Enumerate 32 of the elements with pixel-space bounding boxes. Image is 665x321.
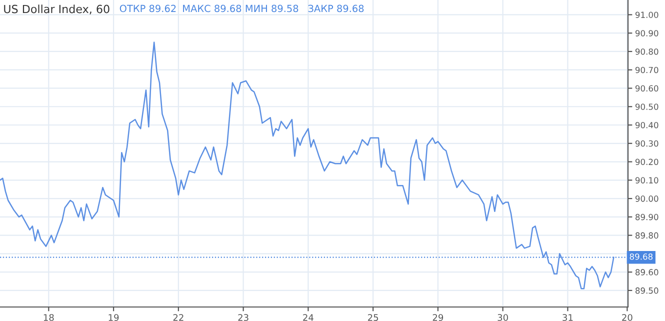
x-tick-label: 30 xyxy=(498,314,508,321)
y-tick-label: 89.60 xyxy=(636,269,658,276)
y-tick-label: 90.20 xyxy=(635,158,658,166)
x-tick-label: 18 xyxy=(44,314,54,321)
y-tick-label: 90.00 xyxy=(635,196,658,202)
x-tick-label: 29 xyxy=(432,314,444,321)
y-tick-label: 90.80 xyxy=(635,48,658,55)
chart-title: US Dollar Index, 60 xyxy=(4,4,110,14)
y-tick-label: 90.50 xyxy=(635,104,658,110)
y-tick-label: 91.00 xyxy=(635,12,658,18)
y-tick-label: 89.80 xyxy=(636,232,658,239)
y-tick-label: 90.30 xyxy=(635,140,658,147)
x-tick-label: 22 xyxy=(173,314,184,321)
ref-line-label: 89.68 xyxy=(630,253,653,260)
y-tick-label: 90.60 xyxy=(635,85,658,92)
y-tick-label: 90.10 xyxy=(635,177,658,184)
annotation: ЗАКР 89.68 xyxy=(308,4,364,12)
line-series xyxy=(0,42,614,290)
y-tick-label: 89.90 xyxy=(636,214,658,220)
x-tick-label: 31 xyxy=(562,314,573,321)
y-tick-label: 90.70 xyxy=(635,66,658,74)
x-tick-label: 19 xyxy=(108,314,119,321)
x-tick-label: 25 xyxy=(368,314,378,321)
x-tick-label: 24 xyxy=(303,314,314,321)
y-tick-label: 89.50 xyxy=(636,287,658,294)
annotation: МАКС 89.68 xyxy=(183,4,242,12)
y-tick-label: 90.40 xyxy=(635,122,658,128)
x-tick-label: 20 xyxy=(622,314,632,321)
annotation: МИН 89.58 xyxy=(246,4,298,12)
annotation: ОТКР 89.62 xyxy=(120,4,176,12)
x-tick-label: 23 xyxy=(238,314,248,321)
y-tick-label: 90.90 xyxy=(635,30,658,36)
